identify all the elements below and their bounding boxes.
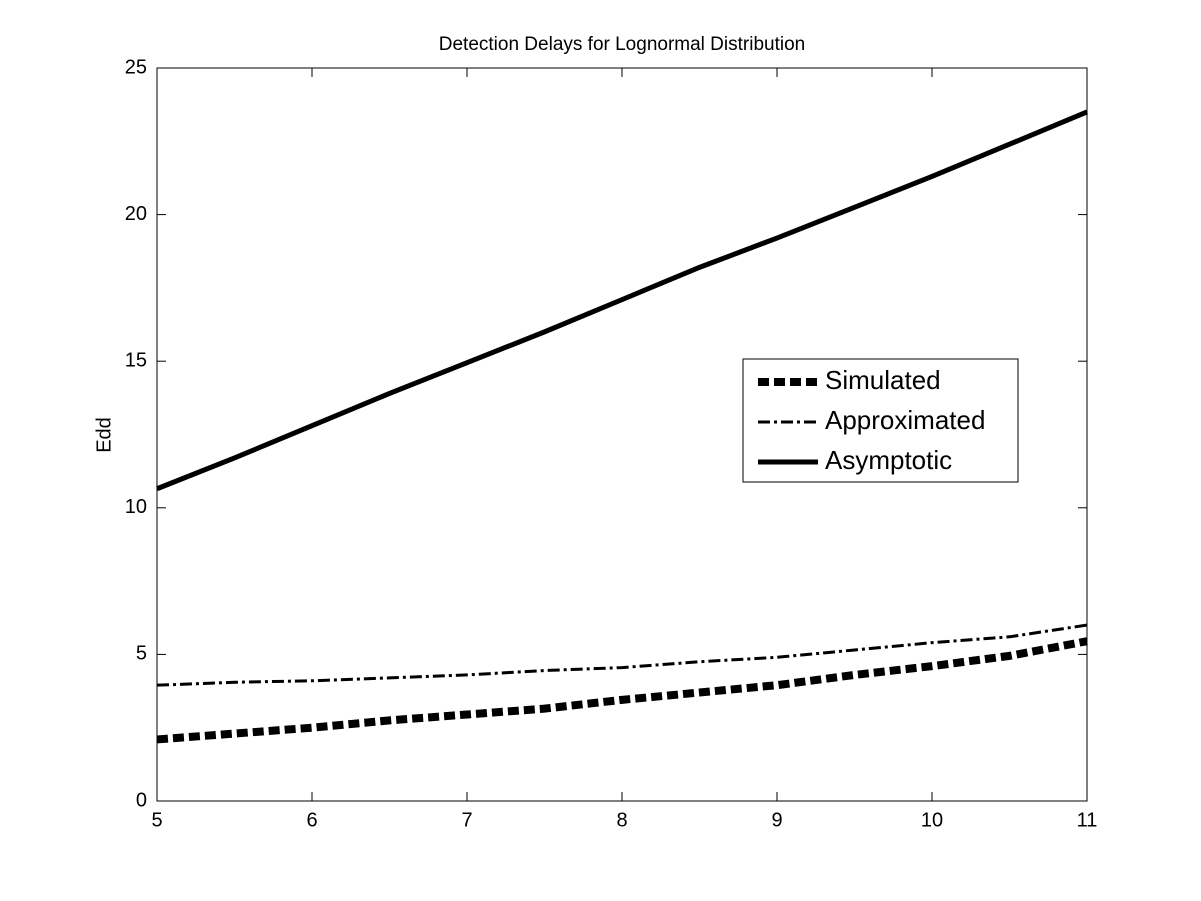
y-tick-label: 0 [136,789,147,811]
legend-label: Asymptotic [825,445,952,475]
y-tick-label: 15 [125,349,147,371]
x-tick-label: 6 [306,809,317,831]
y-tick-label: 25 [125,56,147,78]
legend-label: Approximated [825,405,985,435]
x-tick-label: 9 [771,809,782,831]
x-tick-label: 8 [616,809,627,831]
y-tick-label: 10 [125,496,147,518]
x-tick-label: 5 [151,809,162,831]
legend: Simulated Approximated Asymptotic [742,358,1019,483]
x-tick-label: 10 [921,809,943,831]
y-tick-label: 20 [125,203,147,225]
x-tick-label: 11 [1077,809,1098,831]
x-tick-label: 7 [461,809,472,831]
line-series [156,637,1088,744]
line-series [156,109,1088,492]
legend-label: Simulated [825,365,941,395]
y-axis-label: Edd [93,417,115,453]
chart-title: Detection Delays for Lognormal Distribut… [439,34,805,55]
line-series [156,623,1088,687]
y-tick-label: 5 [136,643,147,665]
